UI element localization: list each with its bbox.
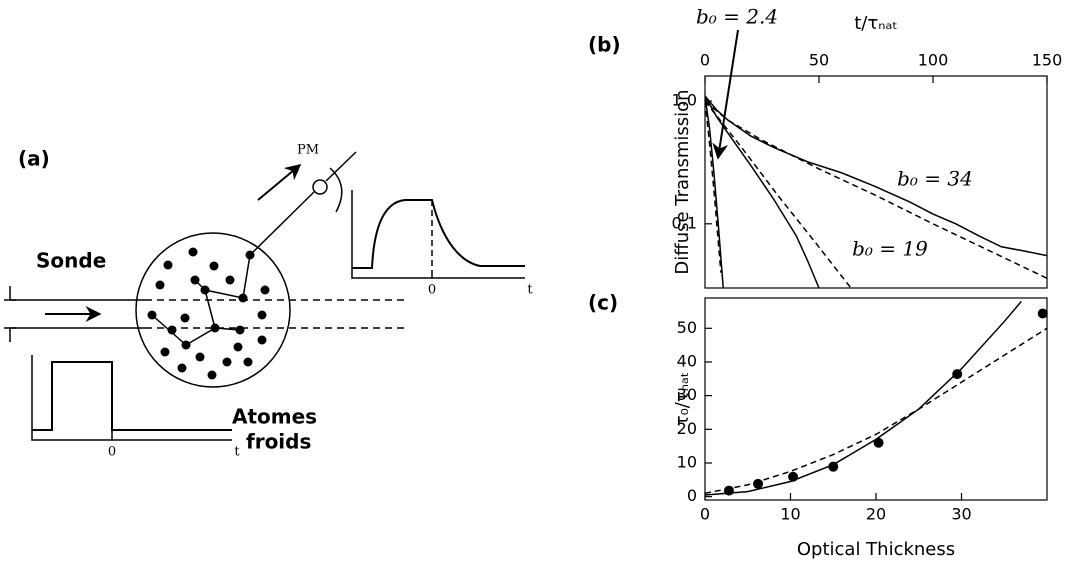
x-tick-label: 150 [1032, 51, 1063, 70]
x-tick-label: 100 [918, 51, 949, 70]
detector-label: PM [297, 143, 319, 158]
x-axis-label: Optical Thickness [797, 539, 955, 560]
x-tick-label: 20 [866, 505, 886, 524]
origin-label: 0 [428, 283, 436, 298]
beam-stop [4, 286, 16, 342]
x-axis-label: t/τₙₐₜ [854, 13, 898, 34]
panel-label: (c) [588, 291, 618, 315]
series-line [705, 100, 1047, 279]
detector-lens [329, 167, 343, 213]
x-tick-label: 0 [700, 505, 710, 524]
plot-frame [704, 297, 1048, 501]
data-point [873, 437, 884, 448]
data-point [1037, 308, 1048, 319]
annotation: b₀ = 34 [897, 167, 973, 191]
x-tick-label: 50 [809, 51, 829, 70]
detector [312, 179, 328, 195]
series-line [705, 95, 724, 288]
input-pulse [32, 361, 232, 431]
scattered-ray [249, 191, 315, 256]
y-tick-label: 1.0 [672, 91, 697, 110]
atoms-label: froids [246, 430, 311, 454]
annotation-arrow [712, 29, 739, 160]
series-line [705, 100, 852, 288]
series-line [705, 100, 722, 273]
scattered-ray [325, 151, 357, 182]
emission-arrow [257, 163, 302, 201]
y-tick-label: 20 [677, 419, 697, 438]
atoms [147, 247, 270, 380]
chart: (b) 0 50 100 150 0.1 1.0 t/τₙₐₜ Diffuse Transmis… [588, 5, 1062, 289]
y-tick-label: 10 [677, 452, 697, 471]
y-tick-label: 0 [687, 486, 697, 505]
series-line [705, 327, 1047, 495]
x-tick-label: 30 [951, 505, 971, 524]
y-axis-label: Diffuse Transmission [672, 89, 693, 274]
y-tick-label: 30 [677, 385, 697, 404]
data-point [828, 461, 839, 472]
signal-axes [351, 190, 525, 279]
random-walk [151, 254, 251, 346]
data-point [753, 478, 764, 489]
atoms-label: Atomes [232, 405, 317, 429]
y-tick-label: 40 [677, 351, 697, 370]
data-point [952, 369, 963, 380]
pulse-axes [31, 355, 232, 441]
atom-cloud [135, 232, 291, 388]
output-signal [352, 199, 525, 269]
origin-label: 0 [108, 445, 116, 460]
data-point [788, 471, 799, 482]
series-line [705, 95, 820, 288]
panel-label: (b) [588, 33, 621, 57]
time-label: t [234, 445, 240, 460]
time-label: t [527, 283, 533, 298]
panel-label: (a) [18, 147, 50, 171]
y-tick-label: 50 [677, 318, 697, 337]
annotation: b₀ = 2.4 [696, 5, 778, 29]
series-line [705, 300, 1022, 496]
annotation: b₀ = 19 [852, 237, 928, 261]
x-tick-label: 0 [700, 51, 710, 70]
series-line [705, 95, 1047, 257]
y-tick-label: 0.1 [672, 213, 697, 232]
probe-label: Sonde [36, 249, 106, 273]
x-tick-label: 10 [780, 505, 800, 524]
diagram: (a) Sonde PM Atomes froids [4, 143, 533, 460]
data-point [723, 485, 734, 496]
chart: (c) 0 10 20 30 0 10 20 30 40 50 Optical Thickness τ₀… [588, 291, 1048, 560]
y-axis-label: τ₀/τₙₐₜ [672, 372, 693, 426]
plot-frame [704, 75, 1048, 289]
